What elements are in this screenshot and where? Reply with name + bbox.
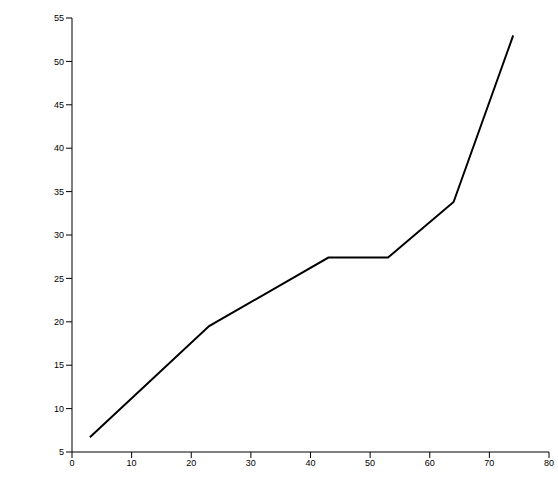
svg-text:60: 60 xyxy=(425,458,435,468)
svg-text:40: 40 xyxy=(54,143,64,153)
svg-text:55: 55 xyxy=(54,13,64,23)
svg-text:30: 30 xyxy=(246,458,256,468)
svg-text:10: 10 xyxy=(127,458,137,468)
svg-text:5: 5 xyxy=(59,447,64,457)
svg-text:50: 50 xyxy=(365,458,375,468)
svg-text:20: 20 xyxy=(54,317,64,327)
svg-text:10: 10 xyxy=(54,404,64,414)
svg-text:40: 40 xyxy=(305,458,315,468)
svg-text:30: 30 xyxy=(54,230,64,240)
svg-text:50: 50 xyxy=(54,57,64,67)
svg-text:15: 15 xyxy=(54,360,64,370)
svg-text:35: 35 xyxy=(54,187,64,197)
svg-text:20: 20 xyxy=(186,458,196,468)
svg-text:70: 70 xyxy=(484,458,494,468)
svg-text:45: 45 xyxy=(54,100,64,110)
svg-text:25: 25 xyxy=(54,274,64,284)
svg-text:80: 80 xyxy=(544,458,550,468)
svg-text:0: 0 xyxy=(69,458,74,468)
